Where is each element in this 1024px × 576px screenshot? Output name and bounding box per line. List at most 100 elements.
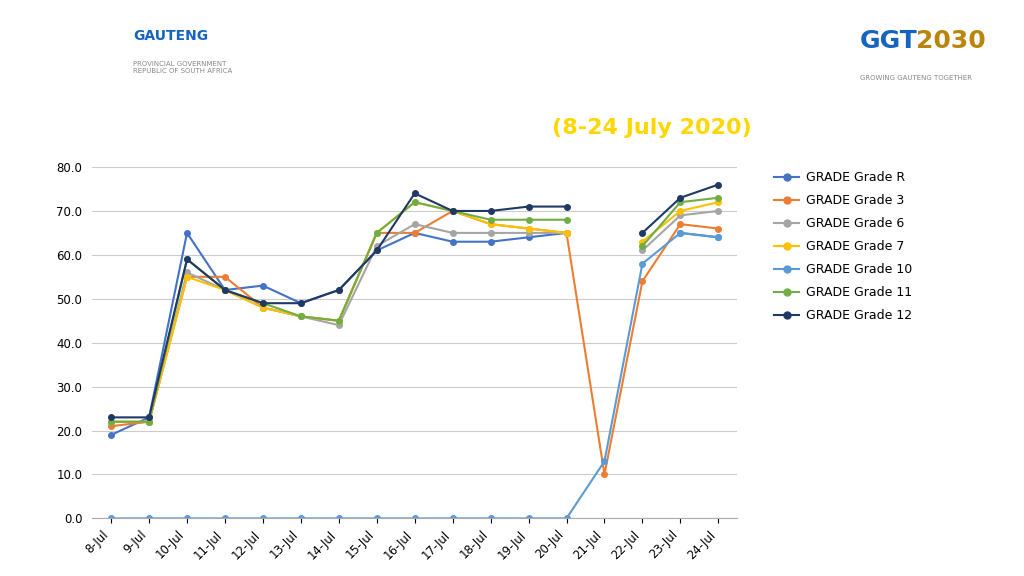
GRADE Grade R — [333, 287, 345, 294]
GRADE Grade 11 — [333, 317, 345, 324]
Line: GRADE Grade 12: GRADE Grade 12 — [109, 191, 569, 420]
GRADE Grade 10 — [598, 458, 610, 465]
GRADE Grade 6 — [333, 321, 345, 328]
GRADE Grade 10 — [219, 515, 231, 522]
Text: 2030: 2030 — [916, 29, 986, 54]
GRADE Grade 7 — [712, 199, 724, 206]
GRADE Grade 11 — [522, 217, 535, 223]
GRADE Grade R — [484, 238, 497, 245]
GRADE Grade 12 — [371, 247, 383, 254]
Line: GRADE Grade 6: GRADE Grade 6 — [640, 208, 721, 253]
GRADE Grade 7 — [674, 207, 686, 214]
GRADE Grade R — [522, 234, 535, 241]
GRADE Grade 12 — [105, 414, 118, 421]
GRADE Grade 10 — [295, 515, 307, 522]
GRADE Grade 11 — [636, 242, 648, 249]
GRADE Grade 11 — [409, 199, 421, 206]
GRADE Grade 3 — [295, 313, 307, 320]
Legend: GRADE Grade R, GRADE Grade 3, GRADE Grade 6, GRADE Grade 7, GRADE Grade 10, GRAD: GRADE Grade R, GRADE Grade 3, GRADE Grad… — [769, 166, 916, 327]
GRADE Grade 12 — [446, 207, 459, 214]
GRADE Grade R — [143, 414, 156, 421]
GRADE Grade R — [674, 229, 686, 236]
GRADE Grade 3 — [143, 418, 156, 425]
GRADE Grade 12 — [219, 287, 231, 294]
GRADE Grade 6 — [674, 212, 686, 219]
Line: GRADE Grade 7: GRADE Grade 7 — [109, 199, 569, 425]
GRADE Grade 6 — [219, 287, 231, 294]
Text: GAUTENG: GAUTENG — [133, 29, 208, 43]
GRADE Grade 3 — [333, 317, 345, 324]
GRADE Grade 12 — [712, 181, 724, 188]
GRADE Grade 11 — [295, 313, 307, 320]
GRADE Grade 10 — [446, 515, 459, 522]
Line: GRADE Grade 3: GRADE Grade 3 — [109, 208, 721, 478]
Line: GRADE Grade 11: GRADE Grade 11 — [109, 199, 569, 425]
GRADE Grade 10 — [636, 260, 648, 267]
GRADE Grade 10 — [105, 515, 118, 522]
GRADE Grade 3 — [105, 423, 118, 430]
GRADE Grade 10 — [333, 515, 345, 522]
GRADE Grade 6 — [712, 207, 724, 214]
GRADE Grade 11 — [446, 207, 459, 214]
GRADE Grade R — [295, 300, 307, 306]
GRADE Grade 10 — [143, 515, 156, 522]
GRADE Grade 3 — [219, 274, 231, 281]
GRADE Grade 12 — [143, 414, 156, 421]
GRADE Grade 10 — [484, 515, 497, 522]
GRADE Grade 12 — [484, 207, 497, 214]
GRADE Grade 6 — [522, 229, 535, 236]
GRADE Grade 11 — [219, 287, 231, 294]
Line: GRADE Grade 6: GRADE Grade 6 — [109, 221, 569, 425]
GRADE Grade 3 — [522, 225, 535, 232]
GRADE Grade R — [560, 229, 572, 236]
Line: GRADE Grade 11: GRADE Grade 11 — [640, 195, 721, 249]
GRADE Grade 3 — [446, 207, 459, 214]
Line: GRADE Grade R: GRADE Grade R — [678, 230, 721, 240]
GRADE Grade 11 — [712, 194, 724, 201]
GRADE Grade R — [371, 247, 383, 254]
GRADE Grade 7 — [636, 238, 648, 245]
GRADE Grade 6 — [636, 247, 648, 254]
GRADE Grade R — [712, 234, 724, 241]
GRADE Grade 3 — [560, 229, 572, 236]
GRADE Grade 7 — [371, 229, 383, 236]
GRADE Grade 3 — [371, 229, 383, 236]
GRADE Grade 6 — [295, 313, 307, 320]
GRADE Grade 3 — [598, 471, 610, 478]
GRADE Grade 7 — [409, 199, 421, 206]
GRADE Grade R — [219, 287, 231, 294]
GRADE Grade 7 — [181, 274, 194, 281]
GRADE Grade 12 — [522, 203, 535, 210]
GRADE Grade 10 — [409, 515, 421, 522]
GRADE Grade 10 — [522, 515, 535, 522]
GRADE Grade 3 — [409, 229, 421, 236]
Text: GROWING GAUTENG TOGETHER: GROWING GAUTENG TOGETHER — [860, 75, 972, 81]
GRADE Grade R — [257, 282, 269, 289]
GRADE Grade 12 — [560, 203, 572, 210]
Line: GRADE Grade 10: GRADE Grade 10 — [109, 230, 721, 521]
GRADE Grade 7 — [219, 287, 231, 294]
GRADE Grade 12 — [181, 256, 194, 263]
GRADE Grade 7 — [257, 304, 269, 311]
GRADE Grade R — [181, 229, 194, 236]
Line: GRADE Grade 7: GRADE Grade 7 — [640, 199, 721, 244]
GRADE Grade 6 — [257, 304, 269, 311]
GRADE Grade 10 — [712, 234, 724, 241]
GRADE Grade 6 — [143, 418, 156, 425]
GRADE Grade R — [409, 229, 421, 236]
GRADE Grade 11 — [484, 217, 497, 223]
GRADE Grade 11 — [674, 199, 686, 206]
GRADE Grade 6 — [409, 221, 421, 228]
GRADE Grade R — [105, 431, 118, 438]
GRADE Grade 11 — [560, 217, 572, 223]
GRADE Grade 11 — [371, 229, 383, 236]
GRADE Grade 12 — [674, 194, 686, 201]
GRADE Grade 11 — [143, 418, 156, 425]
GRADE Grade 12 — [333, 287, 345, 294]
GRADE Grade 3 — [636, 278, 648, 285]
GRADE Grade 6 — [105, 418, 118, 425]
GRADE Grade 6 — [484, 229, 497, 236]
Text: GGT: GGT — [860, 29, 918, 54]
GRADE Grade 6 — [560, 229, 572, 236]
GRADE Grade 3 — [181, 274, 194, 281]
